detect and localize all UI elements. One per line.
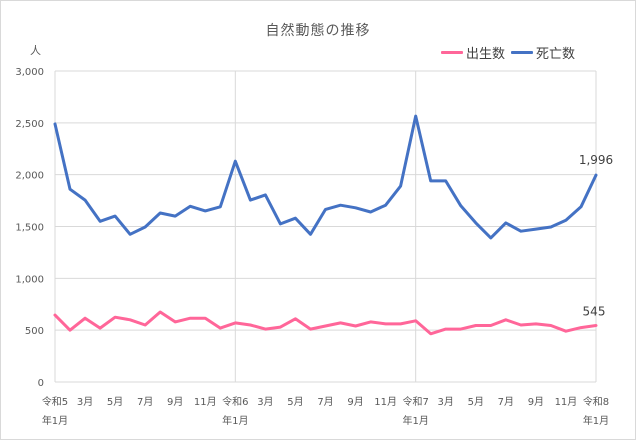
births-line[interactable] <box>53 310 598 336</box>
x-tick-label: 5月 <box>468 396 484 408</box>
x-tick-label-line2: 年1月 <box>402 414 428 427</box>
y-axis-tick-labels: 0 500 1,000 1,500 2,000 2,500 3,000 <box>15 67 44 389</box>
legend-label-deaths: 死亡数 <box>536 47 576 62</box>
x-tick-label: 11月 <box>194 396 217 408</box>
births-line-swatch-icon <box>441 51 463 54</box>
x-tick-label-line2: 年1月 <box>583 414 609 427</box>
x-tick-label: 令和7 <box>402 395 428 408</box>
x-tick-label: 9月 <box>167 396 183 408</box>
x-tick-label: 7月 <box>317 396 333 408</box>
deaths-last-value-label: 1,996 <box>579 153 613 167</box>
data-series <box>53 114 598 336</box>
x-tick-label: 11月 <box>555 396 578 408</box>
x-tick-label: 令和8 <box>583 395 609 408</box>
legend-item-births[interactable]: 出生数 <box>441 43 505 62</box>
deaths-line[interactable] <box>53 114 598 240</box>
legend-label-births: 出生数 <box>466 47 506 62</box>
x-tick-label: 7月 <box>498 396 514 408</box>
y-tick-label: 3,000 <box>15 67 44 78</box>
x-tick-label: 5月 <box>287 396 303 408</box>
x-tick-label: 3月 <box>438 396 454 408</box>
x-tick-label: 7月 <box>137 396 153 408</box>
x-tick-label: 5月 <box>107 396 123 408</box>
x-tick-label: 3月 <box>257 396 273 408</box>
x-tick-label: 3月 <box>77 396 93 408</box>
legend-item-deaths[interactable]: 死亡数 <box>511 43 575 62</box>
y-tick-label: 1,500 <box>15 223 44 234</box>
y-axis-unit: 人 <box>30 44 41 57</box>
x-tick-label: 9月 <box>347 396 363 408</box>
x-tick-label-line2: 年1月 <box>222 414 248 427</box>
deaths-line-swatch-icon <box>511 51 534 54</box>
chart-title: 自然動態の推移 <box>265 23 371 39</box>
x-tick-label: 9月 <box>528 396 544 408</box>
y-tick-label: 2,000 <box>15 171 44 182</box>
y-tick-label: 500 <box>25 326 44 337</box>
x-tick-label-line2: 年1月 <box>42 414 68 427</box>
x-tick-label: 11月 <box>374 396 397 408</box>
data-labels: 1,996 545 <box>579 153 613 318</box>
legend: 出生数 死亡数 <box>441 43 581 62</box>
births-last-value-label: 545 <box>583 305 606 319</box>
y-tick-label: 1,000 <box>15 274 44 285</box>
y-tick-label: 2,500 <box>15 119 44 130</box>
y-tick-label: 0 <box>38 378 44 389</box>
x-tick-label: 令和5 <box>42 395 68 408</box>
x-tick-label: 令和6 <box>222 395 248 408</box>
